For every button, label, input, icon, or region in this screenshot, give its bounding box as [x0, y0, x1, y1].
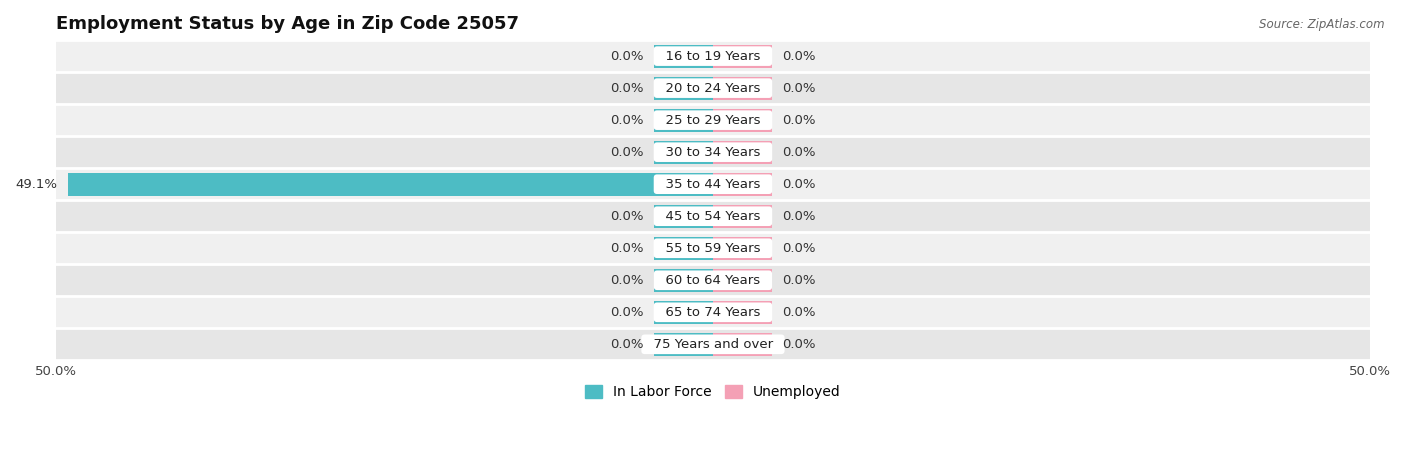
Bar: [713, 333, 772, 356]
Bar: [56, 264, 1369, 296]
Bar: [654, 109, 713, 132]
Text: 0.0%: 0.0%: [783, 146, 815, 159]
Text: 0.0%: 0.0%: [610, 210, 644, 223]
Text: 0.0%: 0.0%: [783, 114, 815, 127]
Text: 25 to 29 Years: 25 to 29 Years: [657, 114, 769, 127]
Text: 0.0%: 0.0%: [783, 306, 815, 319]
Text: 0.0%: 0.0%: [783, 178, 815, 191]
Bar: [56, 200, 1369, 232]
Bar: [713, 301, 772, 324]
Bar: [56, 168, 1369, 200]
Bar: [654, 333, 713, 356]
Bar: [67, 173, 713, 196]
Bar: [56, 104, 1369, 136]
Text: 0.0%: 0.0%: [783, 274, 815, 287]
Text: 0.0%: 0.0%: [783, 82, 815, 95]
Bar: [56, 232, 1369, 264]
Bar: [713, 173, 772, 196]
Bar: [713, 269, 772, 292]
Text: 0.0%: 0.0%: [783, 242, 815, 255]
Bar: [56, 40, 1369, 72]
Bar: [654, 269, 713, 292]
Bar: [713, 205, 772, 228]
Bar: [56, 328, 1369, 360]
Text: 0.0%: 0.0%: [610, 114, 644, 127]
Text: 45 to 54 Years: 45 to 54 Years: [657, 210, 769, 223]
Text: 0.0%: 0.0%: [783, 50, 815, 63]
Bar: [654, 205, 713, 228]
Bar: [654, 77, 713, 100]
Text: 30 to 34 Years: 30 to 34 Years: [657, 146, 769, 159]
Text: Source: ZipAtlas.com: Source: ZipAtlas.com: [1260, 18, 1385, 31]
Text: 0.0%: 0.0%: [610, 82, 644, 95]
Text: 0.0%: 0.0%: [610, 274, 644, 287]
Text: 20 to 24 Years: 20 to 24 Years: [657, 82, 769, 95]
Bar: [56, 296, 1369, 328]
Bar: [654, 45, 713, 68]
Text: 0.0%: 0.0%: [610, 338, 644, 351]
Bar: [654, 237, 713, 260]
Bar: [713, 77, 772, 100]
Text: 49.1%: 49.1%: [15, 178, 58, 191]
Text: 0.0%: 0.0%: [610, 146, 644, 159]
Text: 75 Years and over: 75 Years and over: [644, 338, 782, 351]
Bar: [654, 141, 713, 164]
Text: 60 to 64 Years: 60 to 64 Years: [657, 274, 769, 287]
Bar: [713, 109, 772, 132]
Text: 0.0%: 0.0%: [610, 50, 644, 63]
Bar: [713, 237, 772, 260]
Text: 65 to 74 Years: 65 to 74 Years: [657, 306, 769, 319]
Legend: In Labor Force, Unemployed: In Labor Force, Unemployed: [579, 379, 846, 405]
Text: 35 to 44 Years: 35 to 44 Years: [657, 178, 769, 191]
Text: Employment Status by Age in Zip Code 25057: Employment Status by Age in Zip Code 250…: [56, 15, 519, 33]
Bar: [713, 141, 772, 164]
Bar: [56, 72, 1369, 104]
Text: 0.0%: 0.0%: [783, 210, 815, 223]
Bar: [56, 136, 1369, 168]
Text: 55 to 59 Years: 55 to 59 Years: [657, 242, 769, 255]
Text: 0.0%: 0.0%: [783, 338, 815, 351]
Bar: [654, 301, 713, 324]
Text: 0.0%: 0.0%: [610, 306, 644, 319]
Text: 16 to 19 Years: 16 to 19 Years: [657, 50, 769, 63]
Bar: [713, 45, 772, 68]
Text: 0.0%: 0.0%: [610, 242, 644, 255]
